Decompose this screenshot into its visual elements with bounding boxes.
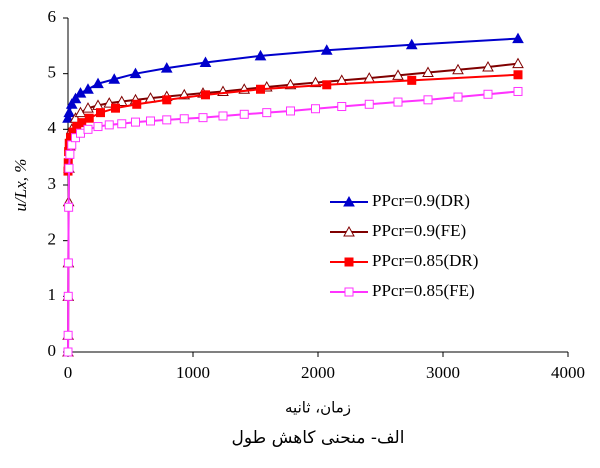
marker — [311, 104, 320, 114]
marker — [201, 90, 210, 100]
marker — [115, 95, 128, 106]
marker — [407, 75, 417, 85]
marker — [146, 116, 155, 126]
marker — [117, 119, 127, 129]
marker — [337, 102, 347, 112]
marker — [218, 111, 228, 121]
marker — [286, 106, 295, 116]
marker — [129, 67, 142, 79]
marker — [64, 163, 74, 173]
marker — [65, 149, 75, 159]
marker — [453, 92, 463, 102]
marker — [364, 99, 374, 109]
legend-marker — [343, 195, 355, 207]
marker — [131, 117, 140, 127]
legend-marker — [343, 225, 355, 237]
caption: الف- منحنی کاهش طول — [232, 428, 405, 448]
marker — [320, 44, 333, 55]
marker — [132, 99, 142, 109]
marker — [63, 291, 73, 301]
marker — [423, 95, 433, 105]
marker — [393, 97, 403, 107]
marker — [422, 66, 434, 78]
marker — [199, 56, 212, 68]
marker — [162, 95, 172, 105]
marker — [483, 89, 493, 99]
y-tick-label: 4 — [48, 118, 57, 137]
marker — [69, 92, 82, 104]
marker — [83, 124, 93, 134]
marker — [513, 86, 523, 96]
marker — [96, 108, 105, 118]
marker — [64, 202, 74, 212]
y-tick-label: 1 — [48, 285, 57, 304]
marker — [65, 98, 78, 109]
legend-marker — [344, 287, 354, 297]
marker — [63, 330, 73, 340]
marker — [111, 103, 120, 113]
marker — [84, 113, 94, 123]
marker — [82, 102, 94, 113]
legend-label: PPcr=0.85(FE) — [372, 281, 475, 300]
marker — [254, 49, 267, 61]
marker — [104, 120, 114, 130]
marker — [92, 77, 104, 89]
marker — [63, 258, 73, 268]
y-tick-label: 3 — [48, 174, 57, 193]
x-tick-label: 2000 — [301, 363, 335, 382]
x-axis-label: زمان، ثانیه — [285, 399, 351, 417]
marker — [239, 109, 249, 119]
marker — [392, 69, 404, 80]
marker — [262, 108, 272, 118]
legend-label: PPcr=0.9(FE) — [372, 221, 466, 240]
x-tick-label: 1000 — [176, 363, 210, 382]
marker — [63, 347, 73, 357]
marker — [309, 76, 322, 88]
marker — [62, 112, 74, 123]
marker — [256, 84, 265, 94]
marker — [108, 73, 121, 84]
legend-label: PPcr=0.9(DR) — [372, 191, 470, 210]
y-tick-label: 5 — [48, 63, 57, 82]
marker — [513, 70, 523, 80]
marker — [512, 32, 524, 44]
x-tick-label: 3000 — [426, 363, 460, 382]
x-tick-label: 4000 — [551, 363, 585, 382]
marker — [82, 83, 94, 94]
marker — [160, 62, 173, 73]
marker — [512, 57, 524, 69]
y-tick-label: 2 — [48, 230, 57, 249]
marker — [162, 115, 172, 125]
legend-marker — [344, 257, 354, 267]
marker — [482, 60, 494, 72]
y-tick-label: 6 — [48, 7, 57, 26]
marker — [76, 128, 85, 138]
marker — [63, 106, 76, 118]
y-tick-label: 0 — [48, 341, 57, 360]
marker — [198, 113, 208, 123]
legend-label: PPcr=0.85(DR) — [372, 251, 478, 270]
marker — [322, 80, 332, 90]
marker — [452, 63, 464, 75]
y-axis-label: u/Lx, % — [11, 159, 30, 212]
marker — [93, 122, 103, 132]
x-tick-label: 0 — [64, 363, 73, 382]
marker — [179, 114, 189, 124]
marker — [405, 38, 418, 50]
